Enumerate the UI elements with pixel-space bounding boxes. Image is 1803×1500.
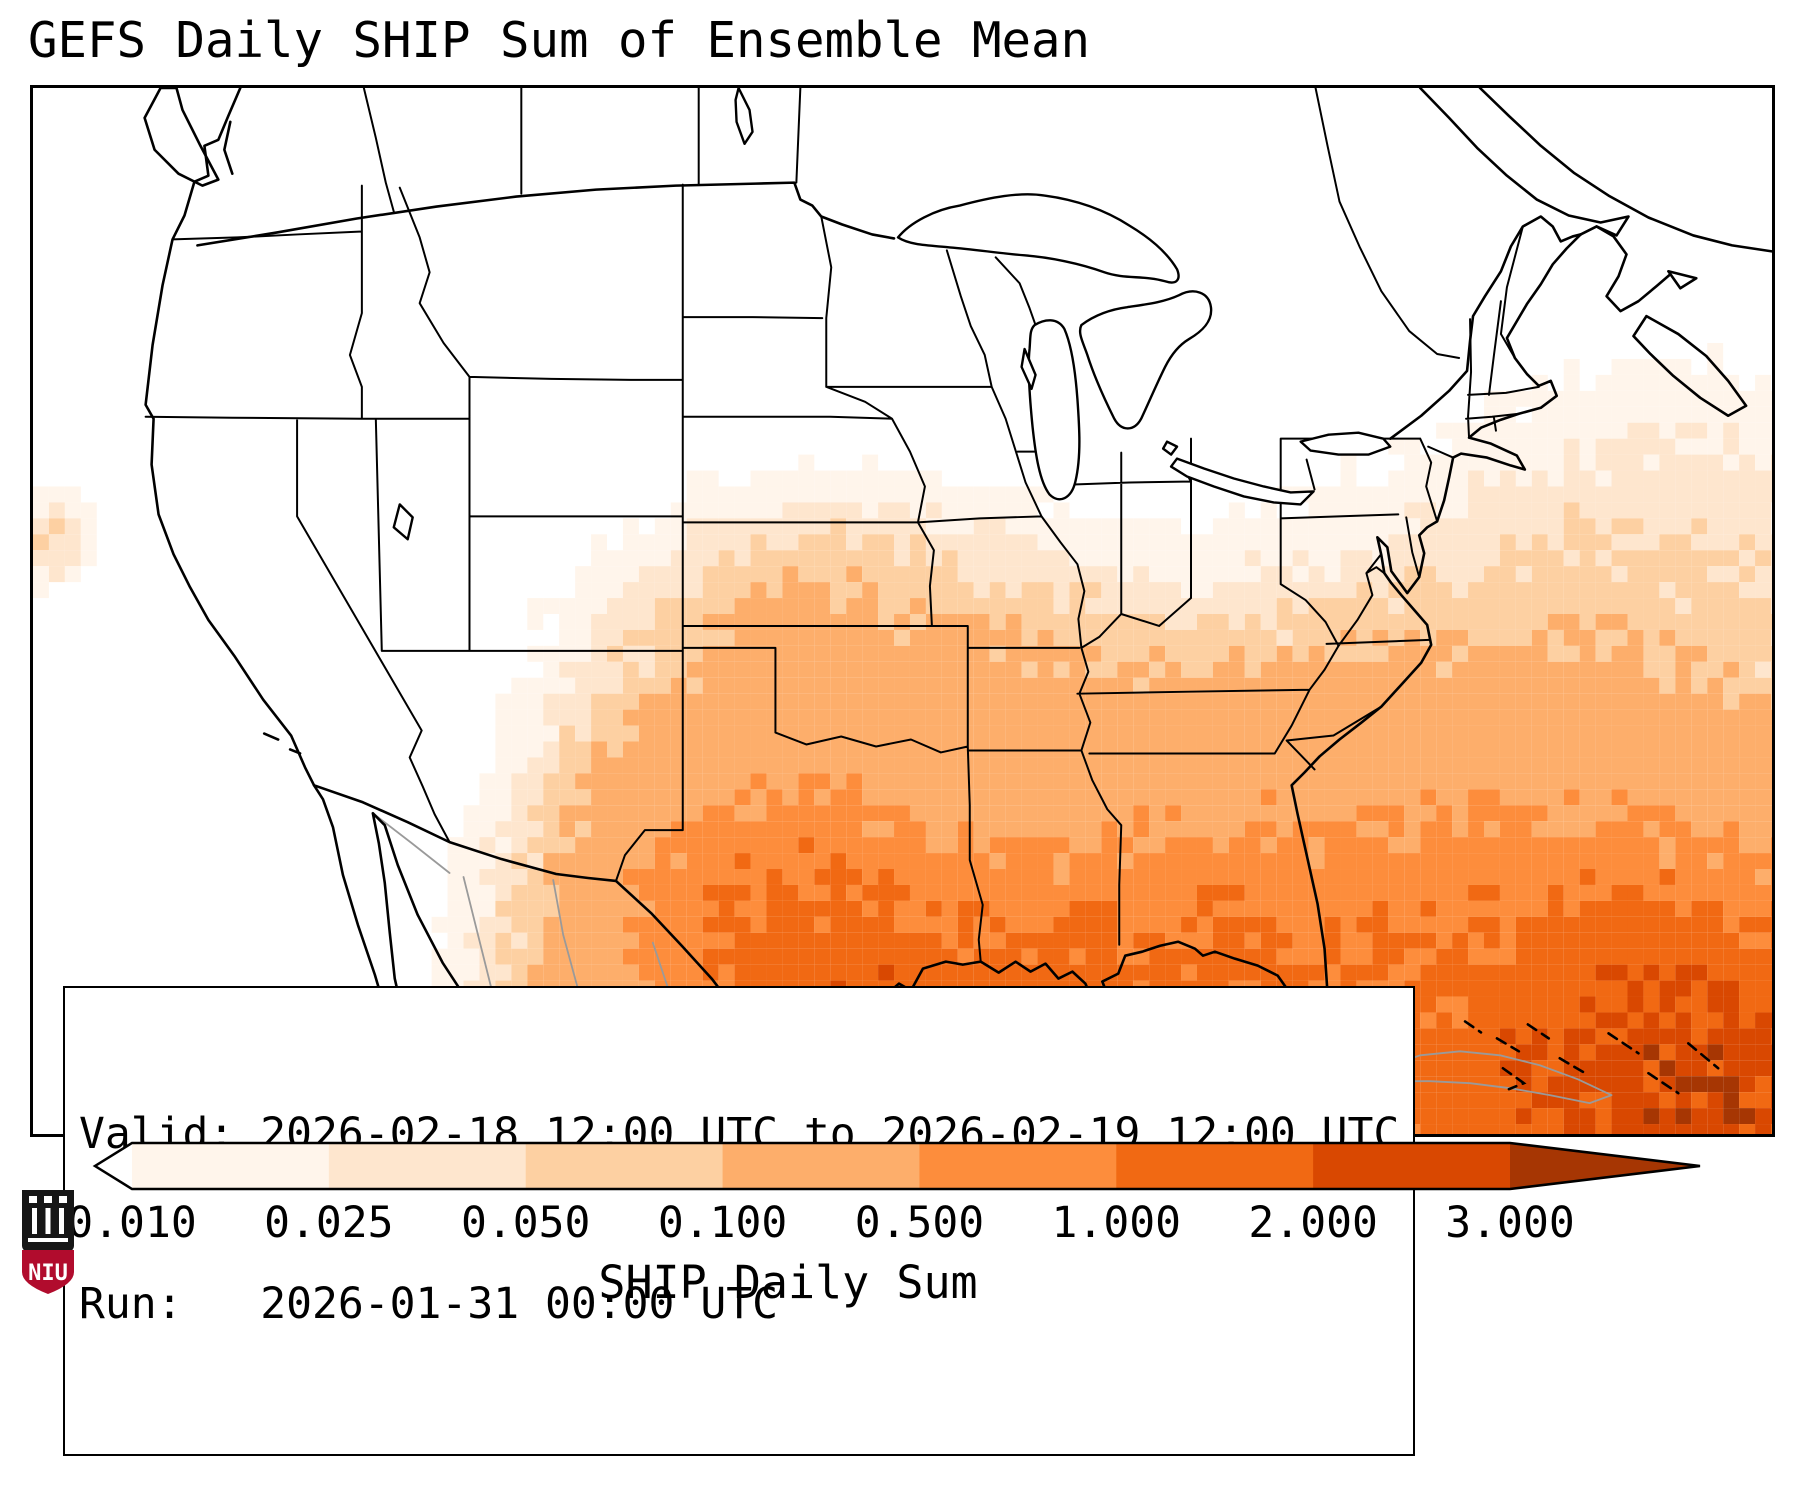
validity-info-box: Valid: 2026-02-18 12:00 UTC to 2026-02-1… <box>63 986 1416 1456</box>
colorbar-over-arrow <box>1510 1143 1700 1189</box>
cuba-outline <box>1381 1050 1613 1105</box>
maritimes-coast <box>1579 225 1672 313</box>
colorbar-outline <box>92 1141 1701 1191</box>
coastlines <box>143 88 1772 1134</box>
colorbar <box>92 1141 1701 1191</box>
us-canada-border-east <box>1389 215 1582 440</box>
colorbar-tick-label: 1.000 <box>1051 1198 1182 1248</box>
logo-banner <box>22 1250 74 1294</box>
run-time-text: Run: 2026-01-31 00:00 UTC <box>79 1278 778 1329</box>
ship-heatmap-layer <box>33 343 1772 1134</box>
conus-map <box>33 88 1772 1134</box>
us-canada-border <box>196 181 896 247</box>
green-bay <box>1020 347 1037 391</box>
colorbar-tick-label: 2.000 <box>1248 1198 1378 1248</box>
puget-sound <box>223 120 234 175</box>
lake-st-clair <box>1161 440 1179 456</box>
colorbar-tick-label: 0.050 <box>460 1198 591 1248</box>
colorbar-segments <box>132 1143 1511 1189</box>
colorbar-tick-label: 0.100 <box>657 1198 788 1248</box>
colorbar-tick-label: 0.500 <box>854 1198 985 1248</box>
niu-logo: NIU <box>22 1190 74 1294</box>
pacific-mexico-coast <box>144 88 604 1134</box>
colorbar-under-arrow <box>95 1143 132 1189</box>
prince-edward-island <box>1667 270 1698 290</box>
colorbar-tick-label: 0.010 <box>67 1198 197 1248</box>
vancouver-island <box>143 88 220 187</box>
st-lawrence-north-shore <box>1478 88 1772 253</box>
colorbar-tick-label: 3.000 <box>1445 1198 1575 1248</box>
great-lakes <box>392 88 1392 1036</box>
us-mexico-border <box>312 784 618 883</box>
logo-castle-icon <box>28 1196 68 1242</box>
colorbar-tick-label: 0.025 <box>264 1198 394 1248</box>
lake-erie <box>1169 457 1315 506</box>
state-borders <box>144 183 1540 963</box>
gulf-atlantic-coast <box>786 233 1582 1093</box>
lake-huron <box>1078 290 1213 430</box>
figure-title: GEFS Daily SHIP Sum of Ensemble Mean <box>28 12 1091 69</box>
logo-text: NIU <box>28 1261 68 1286</box>
nova-scotia <box>1632 314 1748 418</box>
map-panel: Valid: 2026-02-18 12:00 UTC to 2026-02-1… <box>30 85 1775 1456</box>
province-borders <box>362 88 1461 359</box>
channel-islands <box>262 732 302 755</box>
lake-ontario <box>1299 431 1392 456</box>
lake-michigan <box>1027 319 1081 501</box>
st-lawrence-south-shore <box>1418 88 1630 237</box>
great-salt-lake <box>392 503 414 541</box>
lake-superior <box>896 193 1180 284</box>
colorbar-title: SHIP Daily Sum <box>598 1256 978 1309</box>
lake-winnipeg-tip <box>734 88 754 145</box>
